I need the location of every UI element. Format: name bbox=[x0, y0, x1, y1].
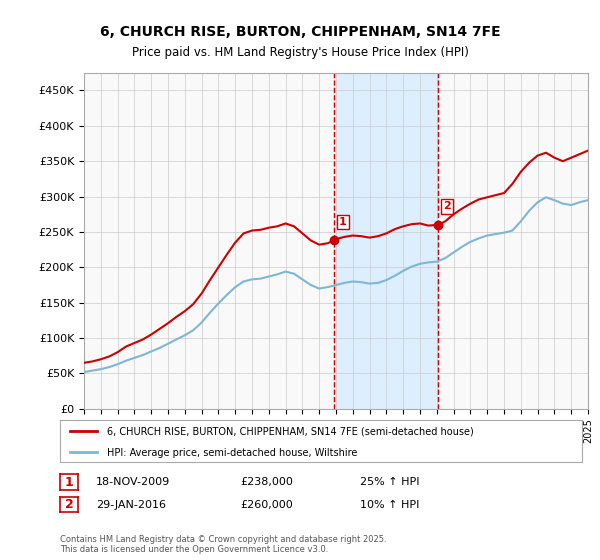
Text: 10% ↑ HPI: 10% ↑ HPI bbox=[360, 500, 419, 510]
Text: 25% ↑ HPI: 25% ↑ HPI bbox=[360, 477, 419, 487]
Text: 2: 2 bbox=[65, 498, 73, 511]
Text: £238,000: £238,000 bbox=[240, 477, 293, 487]
Text: Price paid vs. HM Land Registry's House Price Index (HPI): Price paid vs. HM Land Registry's House … bbox=[131, 46, 469, 59]
Text: Contains HM Land Registry data © Crown copyright and database right 2025.
This d: Contains HM Land Registry data © Crown c… bbox=[60, 535, 386, 554]
Bar bbox=[334, 73, 438, 409]
Text: 6, CHURCH RISE, BURTON, CHIPPENHAM, SN14 7FE: 6, CHURCH RISE, BURTON, CHIPPENHAM, SN14… bbox=[100, 25, 500, 39]
Text: 2: 2 bbox=[443, 202, 451, 211]
Text: HPI: Average price, semi-detached house, Wiltshire: HPI: Average price, semi-detached house,… bbox=[107, 448, 358, 458]
Text: £260,000: £260,000 bbox=[240, 500, 293, 510]
Text: 29-JAN-2016: 29-JAN-2016 bbox=[96, 500, 166, 510]
Text: 1: 1 bbox=[65, 475, 73, 489]
Text: 6, CHURCH RISE, BURTON, CHIPPENHAM, SN14 7FE (semi-detached house): 6, CHURCH RISE, BURTON, CHIPPENHAM, SN14… bbox=[107, 427, 474, 437]
Text: 1: 1 bbox=[339, 217, 347, 227]
Text: 18-NOV-2009: 18-NOV-2009 bbox=[96, 477, 170, 487]
